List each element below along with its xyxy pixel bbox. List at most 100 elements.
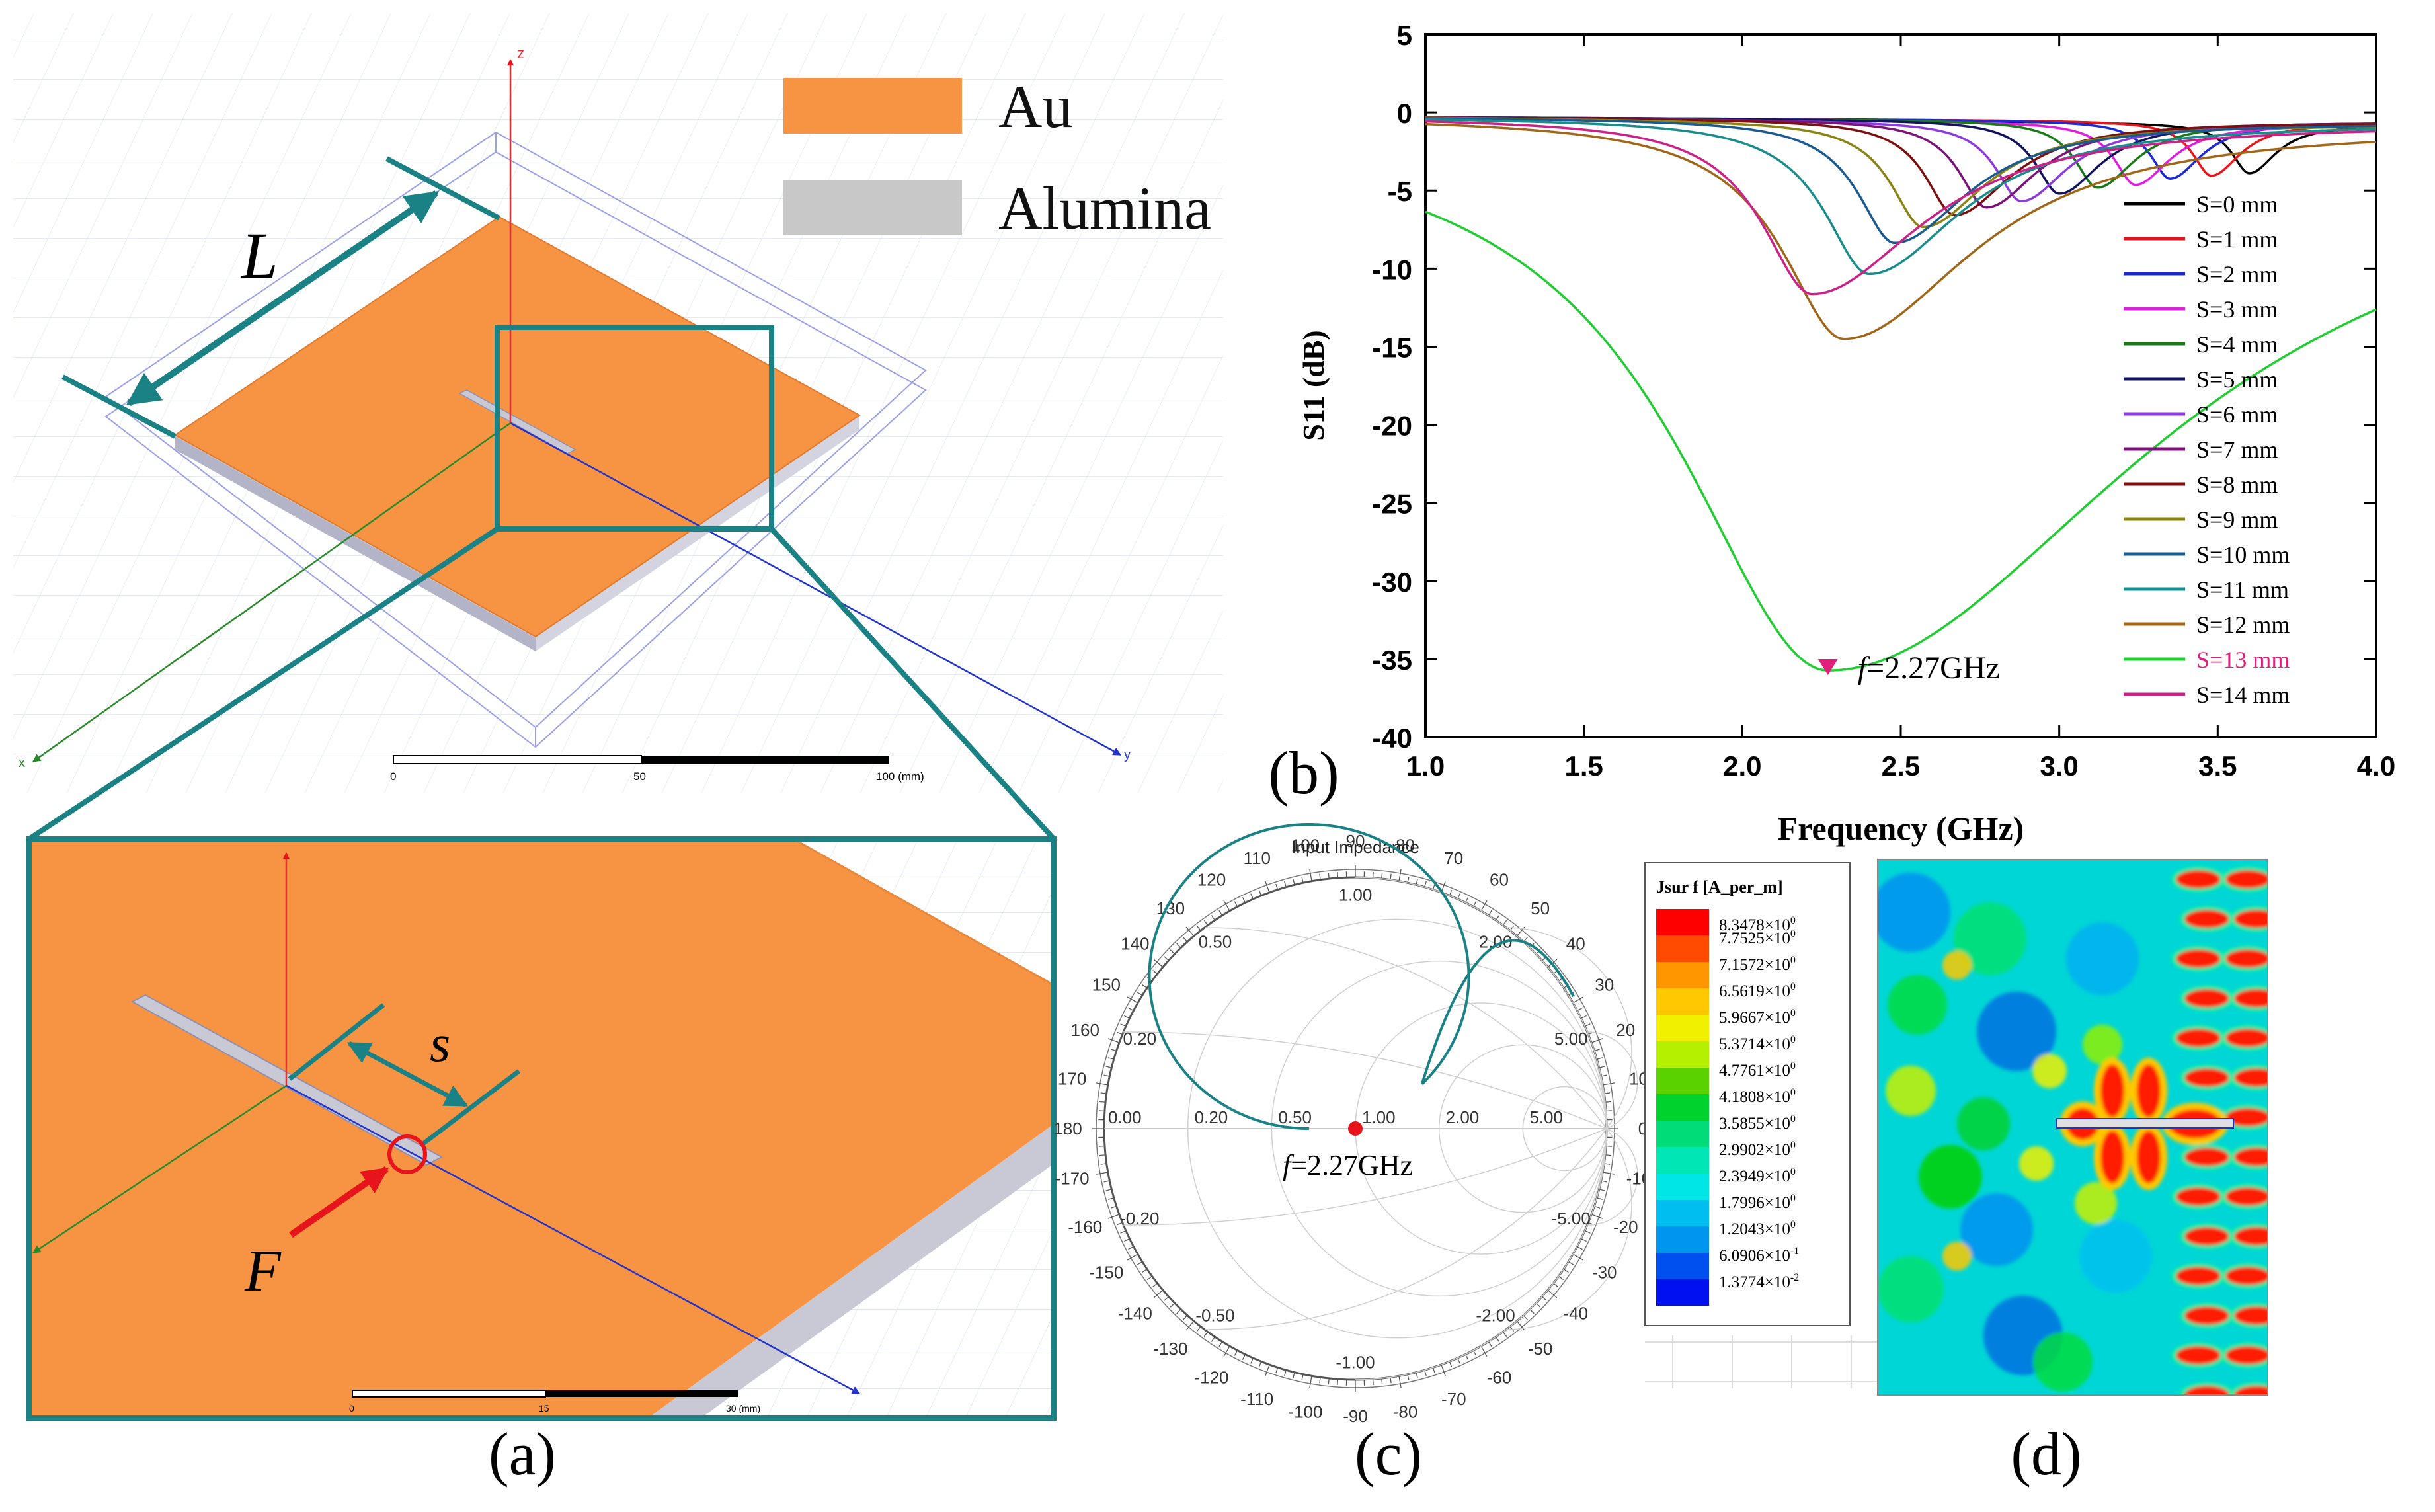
angle-tick: [1096, 1172, 1108, 1175]
field-blob: [1888, 975, 1947, 1035]
field-blob: [1878, 1256, 1944, 1322]
angle-label: 120: [1197, 869, 1226, 889]
reactance-label: -5.00: [1552, 1209, 1591, 1228]
reactance-arc: [1587, 1128, 1638, 1226]
angle-tick: [1597, 1057, 1603, 1060]
feed-slot: [458, 389, 577, 454]
angle-tick: [1464, 897, 1469, 903]
zoom-au-patch: [29, 839, 1054, 1418]
resistance-label: 0.50: [1278, 1107, 1312, 1127]
scale-tick: 0: [349, 1403, 354, 1413]
feed-arrow: [289, 1166, 389, 1238]
angle-tick: [1100, 1092, 1107, 1094]
s11-chart: 5 0 -5 -10 -15 -20 -25 -30 -35 -401.0 1.5 2.0 2.5 3.0…: [1297, 20, 2395, 847]
angle-label: 100: [1291, 836, 1320, 855]
angle-tick: [1176, 943, 1181, 949]
angle-tick: [1203, 920, 1209, 926]
colorbar-label: 5.9667×100: [1719, 1008, 1796, 1027]
resistance-label: 1.00: [1362, 1107, 1396, 1127]
feed-point-circle: [387, 1134, 427, 1174]
angle-tick: [1372, 871, 1374, 878]
angle-tick: [1416, 879, 1418, 885]
s11-axis-ticks: 5 0 -5 -10 -15 -20 -25 -30 -35 -401.0 1.5 2.0 2.5 3.0…: [1372, 20, 2395, 781]
z-axis-label: z: [517, 45, 524, 61]
field-hotspot: [2225, 1108, 2268, 1127]
background-grid-lines: [1645, 1335, 1878, 1388]
field-hotspot: [2176, 870, 2221, 889]
angle-tick: [1164, 1296, 1170, 1301]
field-blob: [1942, 951, 1972, 980]
y-tick-label: 5: [1397, 20, 1412, 51]
angle-tick: [1170, 949, 1176, 955]
field-hotspot: [2184, 1068, 2229, 1087]
field-hotspot: [2184, 910, 2229, 928]
angle-tick: [1196, 1326, 1201, 1332]
angle-tick: [1185, 926, 1195, 937]
angle-tick: [1284, 881, 1287, 887]
angle-tick: [1107, 1038, 1120, 1043]
angle-tick: [1284, 1370, 1287, 1376]
field-hotspot: [2184, 1227, 2229, 1246]
field-hotspot: [2234, 910, 2268, 928]
x-tick-label: 1.5: [1564, 750, 1603, 781]
zoom-region-box: [495, 325, 774, 532]
colorbar-label: 6.5619×100: [1719, 981, 1796, 1000]
zoom-view-frame: [26, 836, 1057, 1421]
field-hotspot: [2225, 1187, 2268, 1206]
material-legend: Au Alumina: [783, 73, 1211, 242]
x-tick-label: 3.0: [2040, 750, 2078, 781]
length-dimension-line: [126, 190, 440, 407]
angle-tick: [1110, 1205, 1117, 1209]
reactance-arc: [1204, 1128, 1607, 1330]
angle-tick: [1275, 883, 1279, 890]
angle-tick: [1242, 1354, 1246, 1360]
resonance-annotation: f=2.27GHz: [1858, 651, 2000, 686]
angle-tick: [1599, 1189, 1605, 1191]
angle-label: -150: [1089, 1263, 1123, 1283]
angle-label: -110: [1240, 1389, 1273, 1409]
angle-tick: [1211, 1336, 1216, 1342]
s11-x-axis-title: Frequency (GHz): [1778, 810, 2024, 847]
angle-label: 60: [1490, 869, 1509, 889]
angle-tick: [1337, 1379, 1339, 1386]
legend-swatch-au: [783, 78, 962, 134]
y-tick-label: -25: [1372, 489, 1412, 520]
angle-tick: [1293, 879, 1295, 885]
field-blob: [1957, 1097, 2010, 1150]
angle-label: 50: [1531, 898, 1550, 918]
s11-curve-13mm: [1425, 210, 2377, 672]
angle-label: 160: [1071, 1020, 1099, 1040]
angle-tick: [1495, 1336, 1500, 1342]
feed-strip: [2056, 1118, 2234, 1129]
y-axis: [510, 422, 1122, 756]
angle-tick: [1603, 1082, 1615, 1086]
colorbar-label: 5.3714×100: [1719, 1034, 1796, 1053]
impedance-annotation: f=2.27GHz: [1283, 1149, 1413, 1181]
legend-entry: S=14 mm: [2196, 682, 2290, 708]
y-tick-label: -35: [1372, 645, 1412, 676]
angle-tick: [1584, 1230, 1591, 1234]
field-hotspot: [2100, 1131, 2124, 1183]
angle-label: 140: [1121, 934, 1149, 953]
scale-tick: 0: [390, 770, 396, 783]
angle-tick: [1591, 1038, 1603, 1043]
field-hotspot: [2184, 1386, 2229, 1395]
angle-tick: [1153, 1289, 1164, 1298]
colorbar-title: Jsur f [A_per_m]: [1656, 877, 1783, 896]
angle-tick: [1541, 1296, 1547, 1301]
angle-tick: [1103, 1180, 1110, 1183]
length-extension-line: [61, 374, 177, 439]
colorbar-swatch: [1656, 1068, 1709, 1094]
angle-tick: [1472, 901, 1477, 907]
angle-tick: [1223, 900, 1230, 912]
angle-tick: [1142, 1268, 1148, 1273]
field-hotspot: [2184, 989, 2229, 1008]
y-tick-label: 0: [1397, 98, 1412, 129]
angle-label: -100: [1288, 1402, 1322, 1421]
angle-tick: [1591, 1214, 1603, 1219]
x-axis: [32, 422, 511, 763]
resistance-label: 0.20: [1195, 1107, 1228, 1127]
reactance-label: -0.50: [1195, 1306, 1234, 1326]
angle-tick: [1223, 1345, 1230, 1357]
angle-tick: [1372, 1379, 1374, 1386]
